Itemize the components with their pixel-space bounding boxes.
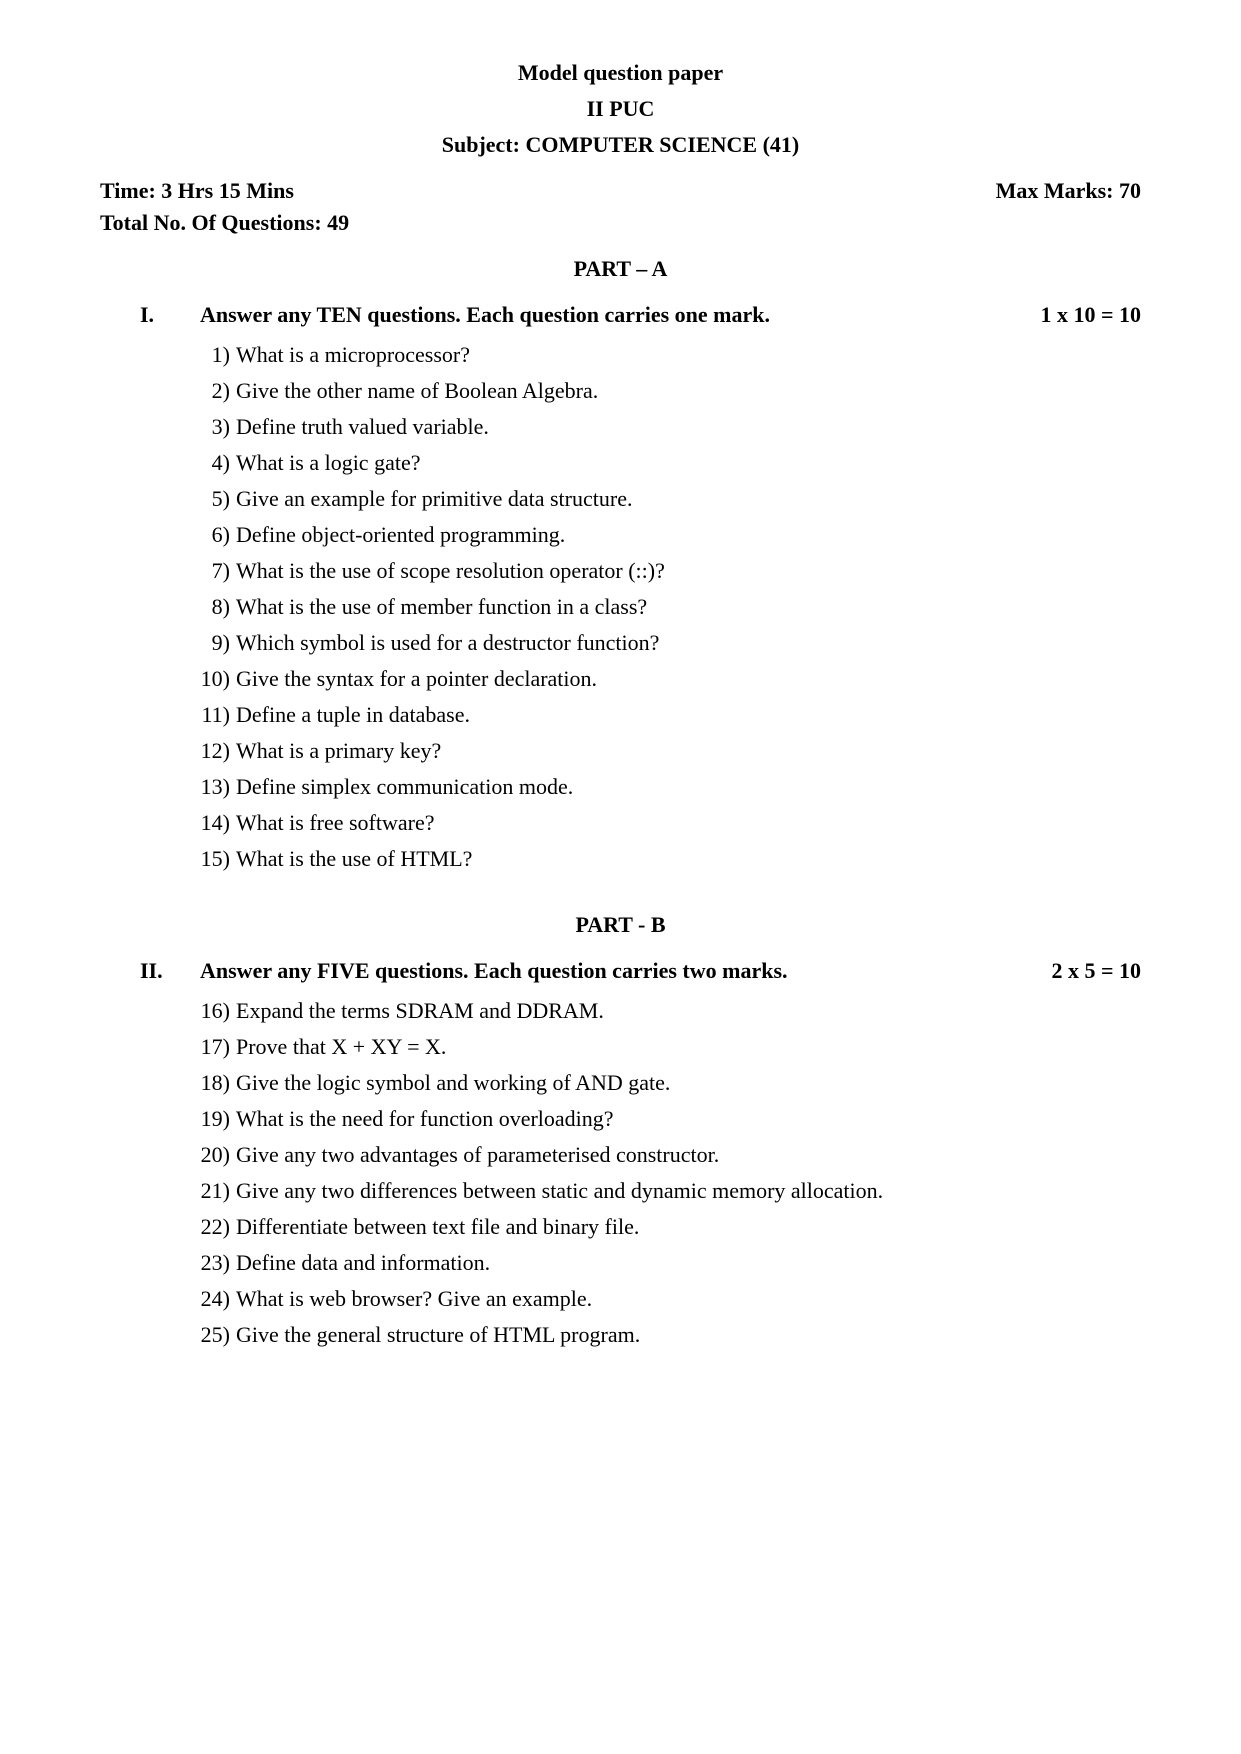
- question-text: What is the need for function overloadin…: [236, 1106, 1141, 1132]
- question-item: 9)Which symbol is used for a destructor …: [200, 630, 1141, 656]
- section-b-body: Answer any FIVE questions. Each question…: [200, 958, 1141, 1358]
- question-text: Give the other name of Boolean Algebra.: [236, 378, 1141, 404]
- question-number: 11): [200, 702, 236, 728]
- question-number: 14): [200, 810, 236, 836]
- question-number: 2): [200, 378, 236, 404]
- question-text: What is the use of scope resolution oper…: [236, 558, 1141, 584]
- question-item: 6)Define object-oriented programming.: [200, 522, 1141, 548]
- total-questions-label: Total No. Of Questions: 49: [100, 210, 1141, 236]
- question-text: What is the use of member function in a …: [236, 594, 1141, 620]
- question-item: 7)What is the use of scope resolution op…: [200, 558, 1141, 584]
- question-number: 12): [200, 738, 236, 764]
- question-number: 6): [200, 522, 236, 548]
- question-item: 21)Give any two differences between stat…: [200, 1178, 1141, 1204]
- section-b-marks: 2 x 5 = 10: [1051, 958, 1141, 984]
- question-item: 4)What is a logic gate?: [200, 450, 1141, 476]
- question-number: 13): [200, 774, 236, 800]
- question-text: Give an example for primitive data struc…: [236, 486, 1141, 512]
- question-number: 7): [200, 558, 236, 584]
- question-number: 24): [200, 1286, 236, 1312]
- question-number: 15): [200, 846, 236, 872]
- question-item: 24)What is web browser? Give an example.: [200, 1286, 1141, 1312]
- question-number: 8): [200, 594, 236, 620]
- question-number: 10): [200, 666, 236, 692]
- question-text: What is a primary key?: [236, 738, 1141, 764]
- question-item: 5)Give an example for primitive data str…: [200, 486, 1141, 512]
- part-a-question-list: 1)What is a microprocessor?2)Give the ot…: [200, 342, 1141, 872]
- section-b-instruction: Answer any FIVE questions. Each question…: [200, 958, 788, 984]
- part-b-question-list: 16)Expand the terms SDRAM and DDRAM.17)P…: [200, 998, 1141, 1348]
- question-number: 9): [200, 630, 236, 656]
- question-item: 11)Define a tuple in database.: [200, 702, 1141, 728]
- question-text: What is free software?: [236, 810, 1141, 836]
- question-item: 14)What is free software?: [200, 810, 1141, 836]
- section-a-number: I.: [100, 302, 200, 882]
- question-item: 23)Define data and information.: [200, 1250, 1141, 1276]
- question-text: Expand the terms SDRAM and DDRAM.: [236, 998, 1141, 1024]
- section-a-instruction: Answer any TEN questions. Each question …: [200, 302, 770, 328]
- question-text: Define object-oriented programming.: [236, 522, 1141, 548]
- question-item: 16)Expand the terms SDRAM and DDRAM.: [200, 998, 1141, 1024]
- section-b-number: II.: [100, 958, 200, 1358]
- question-number: 19): [200, 1106, 236, 1132]
- question-number: 16): [200, 998, 236, 1024]
- question-text: Prove that X + XY = X.: [236, 1034, 1141, 1060]
- section-a-head: Answer any TEN questions. Each question …: [200, 302, 1141, 328]
- question-text: Give the syntax for a pointer declaratio…: [236, 666, 1141, 692]
- question-text: Define simplex communication mode.: [236, 774, 1141, 800]
- doc-title-1: Model question paper: [100, 60, 1141, 86]
- question-text: Define data and information.: [236, 1250, 1141, 1276]
- max-marks-label: Max Marks: 70: [996, 178, 1141, 204]
- question-number: 17): [200, 1034, 236, 1060]
- question-item: 22)Differentiate between text file and b…: [200, 1214, 1141, 1240]
- question-item: 19)What is the need for function overloa…: [200, 1106, 1141, 1132]
- question-item: 12)What is a primary key?: [200, 738, 1141, 764]
- question-text: Give the general structure of HTML progr…: [236, 1322, 1141, 1348]
- question-text: Which symbol is used for a destructor fu…: [236, 630, 1141, 656]
- question-text: Define truth valued variable.: [236, 414, 1141, 440]
- question-number: 18): [200, 1070, 236, 1096]
- section-a-body: Answer any TEN questions. Each question …: [200, 302, 1141, 882]
- question-number: 4): [200, 450, 236, 476]
- question-text: What is the use of HTML?: [236, 846, 1141, 872]
- question-item: 18)Give the logic symbol and working of …: [200, 1070, 1141, 1096]
- question-text: What is web browser? Give an example.: [236, 1286, 1141, 1312]
- part-b-title: PART - B: [100, 912, 1141, 938]
- question-item: 1)What is a microprocessor?: [200, 342, 1141, 368]
- question-number: 21): [200, 1178, 236, 1204]
- doc-title-2: II PUC: [100, 96, 1141, 122]
- question-number: 3): [200, 414, 236, 440]
- question-item: 3)Define truth valued variable.: [200, 414, 1141, 440]
- question-item: 25)Give the general structure of HTML pr…: [200, 1322, 1141, 1348]
- question-item: 2)Give the other name of Boolean Algebra…: [200, 378, 1141, 404]
- section-b-head: Answer any FIVE questions. Each question…: [200, 958, 1141, 984]
- question-text: Differentiate between text file and bina…: [236, 1214, 1141, 1240]
- question-number: 25): [200, 1322, 236, 1348]
- section-a-marks: 1 x 10 = 10: [1040, 302, 1141, 328]
- section-b: II. Answer any FIVE questions. Each ques…: [100, 958, 1141, 1358]
- question-number: 20): [200, 1142, 236, 1168]
- question-item: 13)Define simplex communication mode.: [200, 774, 1141, 800]
- question-text: Define a tuple in database.: [236, 702, 1141, 728]
- question-number: 1): [200, 342, 236, 368]
- question-text: Give any two differences between static …: [236, 1178, 1141, 1204]
- question-item: 10)Give the syntax for a pointer declara…: [200, 666, 1141, 692]
- time-label: Time: 3 Hrs 15 Mins: [100, 178, 294, 204]
- question-number: 5): [200, 486, 236, 512]
- question-number: 22): [200, 1214, 236, 1240]
- question-text: What is a microprocessor?: [236, 342, 1141, 368]
- question-text: Give the logic symbol and working of AND…: [236, 1070, 1141, 1096]
- doc-subject: Subject: COMPUTER SCIENCE (41): [100, 132, 1141, 158]
- question-text: What is a logic gate?: [236, 450, 1141, 476]
- question-text: Give any two advantages of parameterised…: [236, 1142, 1141, 1168]
- question-number: 23): [200, 1250, 236, 1276]
- section-a: I. Answer any TEN questions. Each questi…: [100, 302, 1141, 882]
- question-item: 8)What is the use of member function in …: [200, 594, 1141, 620]
- question-item: 17)Prove that X + XY = X.: [200, 1034, 1141, 1060]
- question-item: 15)What is the use of HTML?: [200, 846, 1141, 872]
- part-a-title: PART – A: [100, 256, 1141, 282]
- question-item: 20)Give any two advantages of parameteri…: [200, 1142, 1141, 1168]
- meta-row: Time: 3 Hrs 15 Mins Max Marks: 70: [100, 178, 1141, 204]
